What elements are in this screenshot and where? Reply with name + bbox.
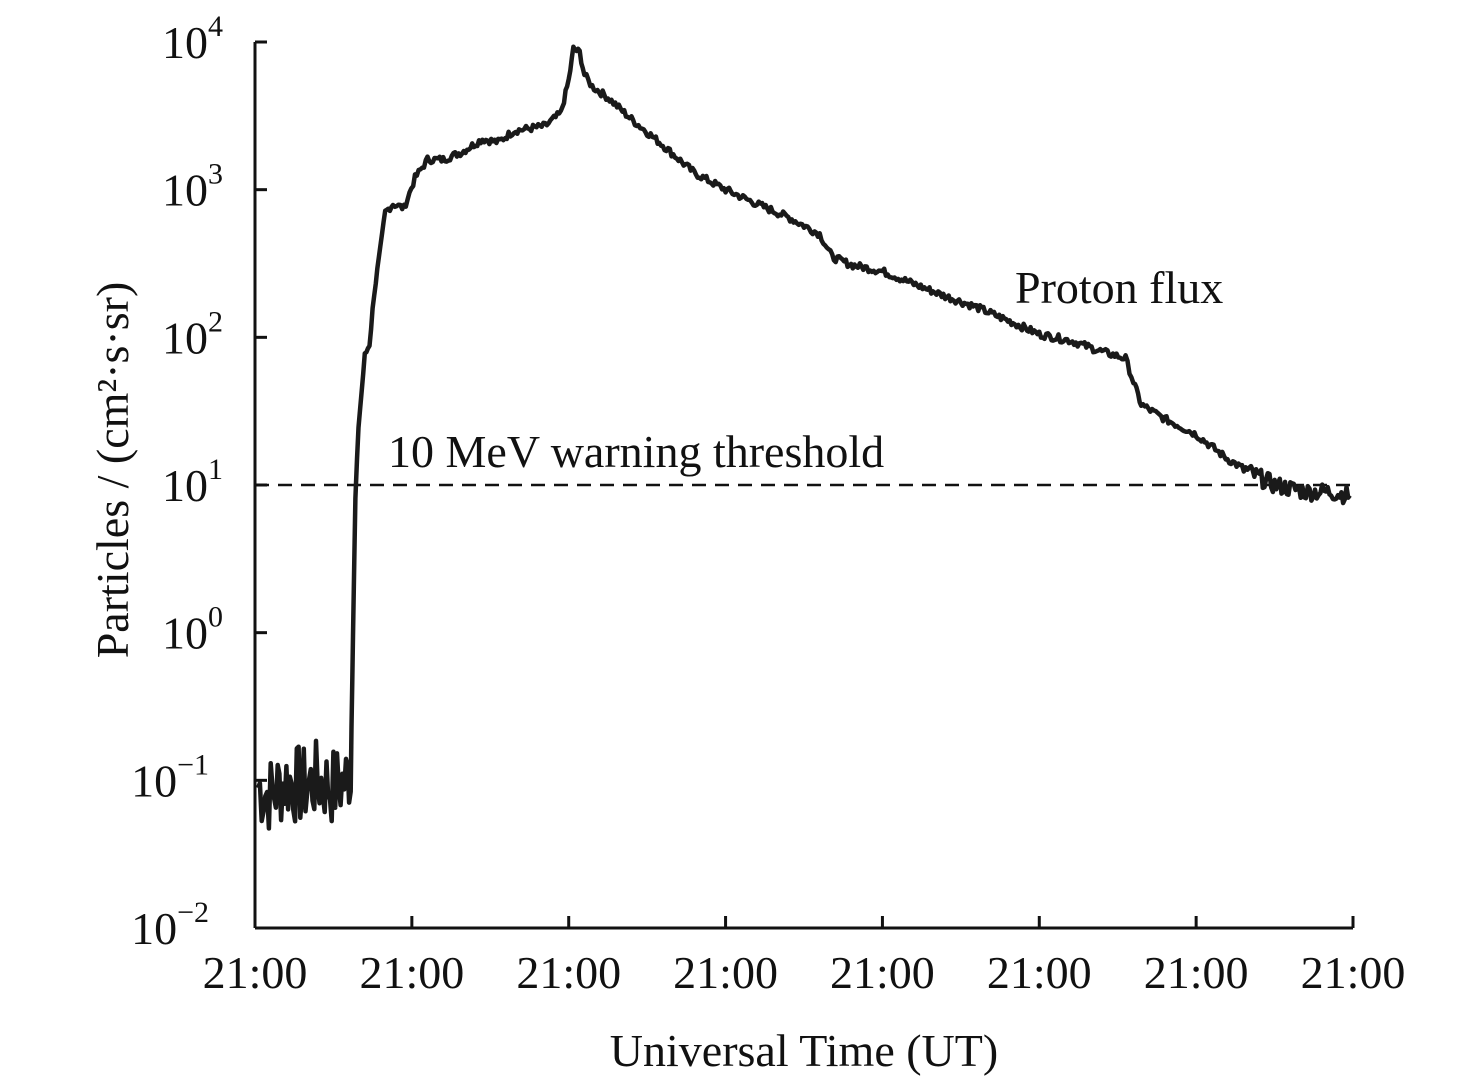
series-annotation: Proton flux	[1015, 262, 1223, 313]
x-tick-label: 21:00	[830, 947, 935, 998]
x-axis-label: Universal Time (UT)	[610, 1025, 998, 1076]
x-tick-label: 21:00	[203, 947, 308, 998]
y-tick-label: 102	[162, 305, 223, 363]
y-axis-ticks: 10−2 10−1 100 101 102 103 104	[131, 10, 267, 954]
x-tick-label: 21:00	[516, 947, 621, 998]
x-tick-label: 21:00	[1301, 947, 1406, 998]
x-tick-label: 21:00	[1144, 947, 1249, 998]
y-tick-label: 104	[162, 10, 223, 68]
y-tick-label: 103	[162, 158, 223, 216]
series-line-proton-flux	[255, 44, 1352, 831]
y-tick-label: 101	[162, 453, 223, 511]
threshold-label: 10 MeV warning threshold	[388, 426, 884, 477]
y-tick-label: 10−1	[131, 748, 209, 806]
x-tick-label: 21:00	[987, 947, 1092, 998]
y-axis-label: Particles / (cm²·s·sr)	[87, 282, 138, 659]
y-tick-label: 100	[162, 601, 223, 659]
x-tick-label: 21:00	[359, 947, 464, 998]
x-axis-ticks: 21:00 21:00 21:00 21:00 21:00 21:00 21:00 21:00	[203, 916, 1406, 998]
x-tick-label: 21:00	[673, 947, 778, 998]
y-tick-label: 10−2	[131, 896, 209, 954]
